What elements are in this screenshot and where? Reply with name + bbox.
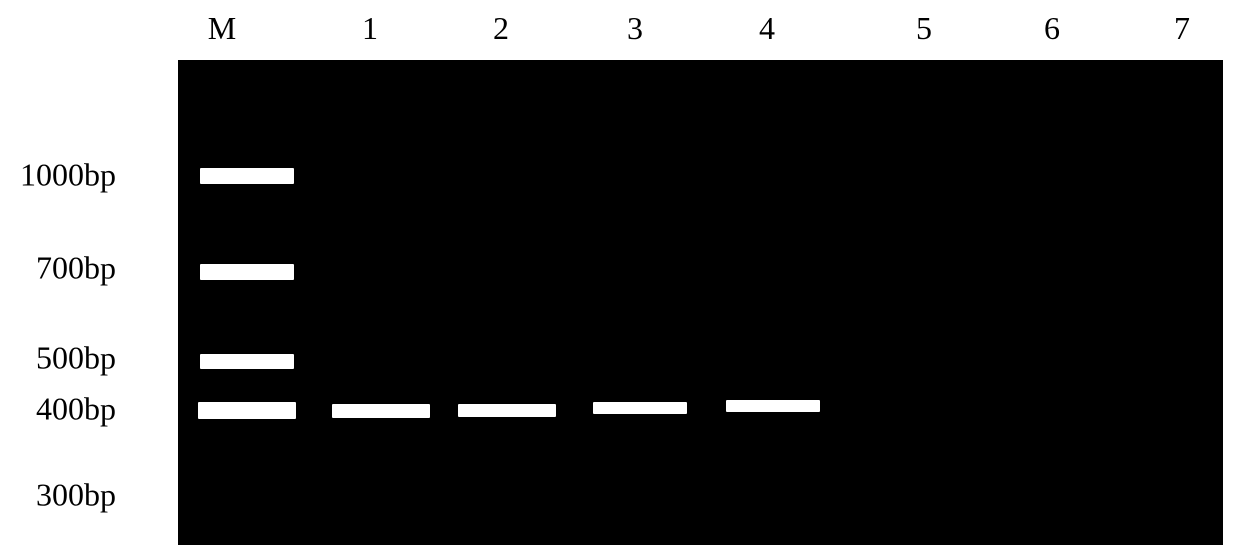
marker-band-1000 — [200, 168, 294, 184]
sample-band-lane3 — [593, 402, 687, 414]
sample-band-lane1 — [332, 404, 430, 418]
marker-band-700 — [200, 264, 294, 280]
size-label-500bp: 500bp — [36, 340, 116, 377]
lane-label-2: 2 — [493, 10, 509, 47]
marker-band-500 — [200, 354, 294, 369]
marker-band-400 — [198, 402, 296, 419]
lane-label-1: 1 — [362, 10, 378, 47]
lane-label-5: 5 — [916, 10, 932, 47]
lane-label-7: 7 — [1174, 10, 1190, 47]
size-label-1000bp: 1000bp — [20, 157, 116, 194]
lane-labels-row: M 1 2 3 4 5 6 7 — [0, 10, 1240, 50]
size-label-700bp: 700bp — [36, 250, 116, 287]
gel-image — [178, 60, 1223, 545]
sample-band-lane4 — [726, 400, 820, 412]
lane-label-3: 3 — [627, 10, 643, 47]
lane-label-M: M — [208, 10, 236, 47]
lane-label-4: 4 — [759, 10, 775, 47]
size-label-400bp: 400bp — [36, 391, 116, 428]
size-marker-labels: 1000bp 700bp 500bp 400bp 300bp — [0, 60, 178, 545]
lane-label-6: 6 — [1044, 10, 1060, 47]
size-label-300bp: 300bp — [36, 477, 116, 514]
sample-band-lane2 — [458, 404, 556, 417]
gel-figure: M 1 2 3 4 5 6 7 1000bp 700bp 500bp 400bp… — [0, 0, 1240, 558]
